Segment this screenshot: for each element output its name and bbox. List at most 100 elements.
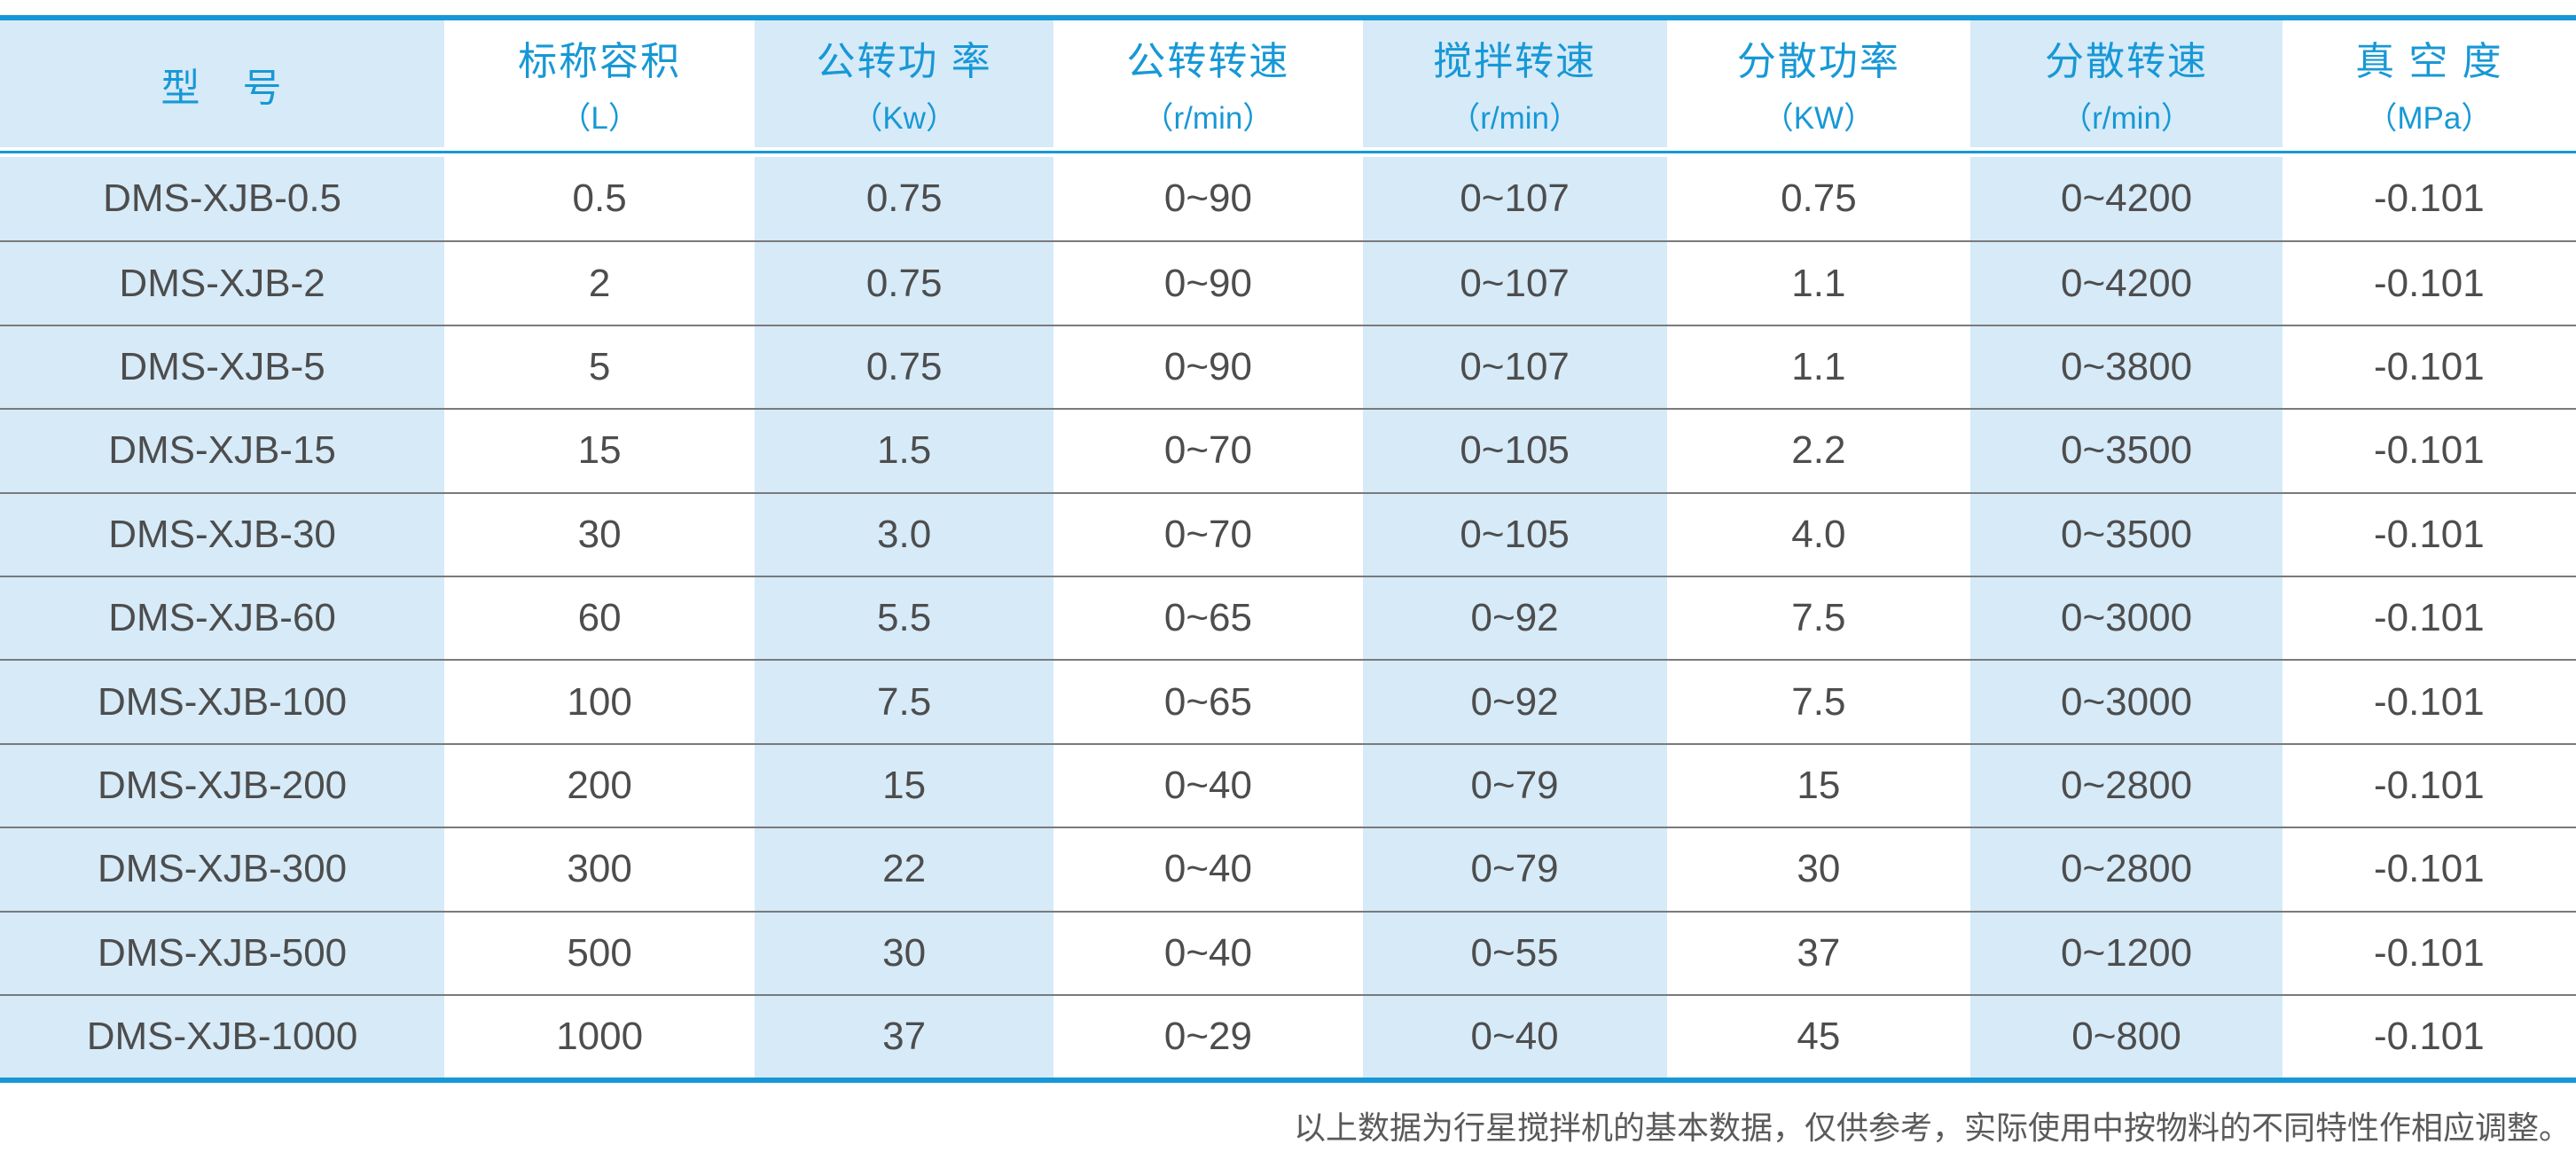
table-cell: 0~79 <box>1362 828 1667 911</box>
table-cell: 0.5 <box>572 176 627 221</box>
table-cell: 1.5 <box>755 410 1054 492</box>
column-header: 真 空 度 （MPa） <box>2282 20 2576 147</box>
table-row: DMS-XJB-15 15 1.5 0~70 0~105 2.2 0~3500 … <box>0 408 2576 492</box>
table-cell: 0~4200 <box>1970 242 2282 325</box>
table-cell: DMS-XJB-1000 <box>0 995 445 1078</box>
table-cell: 4.0 <box>1791 512 1846 556</box>
column-header: 分散转速 （r/min） <box>1970 20 2282 147</box>
table-cell: 0~40 <box>1362 995 1667 1078</box>
column-header: 公转功 率 （Kw） <box>755 20 1054 147</box>
table-cell: DMS-XJB-2 <box>0 242 445 325</box>
column-title: 公转功 率 <box>816 40 992 83</box>
table-cell: 0~1200 <box>1970 912 2282 994</box>
table-cell: 0~105 <box>1362 493 1667 576</box>
column-header: 分散功率 （KW） <box>1667 20 1971 147</box>
column-title: 分散功率 <box>1736 40 1900 83</box>
column-header: 公转转速 （r/min） <box>1053 20 1363 147</box>
table-cell: 15 <box>755 744 1054 827</box>
column-unit: （L） <box>560 101 639 136</box>
table-row: DMS-XJB-1000 1000 37 0~29 0~40 45 0~800 … <box>0 993 2576 1078</box>
table-body: DMS-XJB-0.5 0.5 0.75 0~90 0~107 0.75 0~4… <box>0 157 2576 1078</box>
column-header: 搅拌转速 （r/min） <box>1362 20 1667 147</box>
table-cell: 0~90 <box>1163 344 1252 388</box>
table-cell: 45 <box>1797 1015 1841 1059</box>
table-cell: 22 <box>755 828 1054 911</box>
table-row: DMS-XJB-300 300 22 0~40 0~79 30 0~2800 -… <box>0 827 2576 911</box>
table-cell: 0~4200 <box>1970 157 2282 241</box>
table-cell: 0~2800 <box>1970 744 2282 827</box>
table-row: DMS-XJB-100 100 7.5 0~65 0~92 7.5 0~3000… <box>0 659 2576 743</box>
table-cell: DMS-XJB-15 <box>0 410 445 492</box>
table-cell: DMS-XJB-30 <box>0 493 445 576</box>
table-cell: 0~70 <box>1163 512 1252 556</box>
table-cell: 7.5 <box>1791 679 1846 724</box>
table-cell: 7.5 <box>1791 596 1846 640</box>
table-cell: 2.2 <box>1791 428 1846 473</box>
table-cell: 0~40 <box>1163 847 1252 891</box>
table-cell: 0.75 <box>755 325 1054 409</box>
column-header: 型 号 <box>0 20 445 147</box>
table-cell: 0~40 <box>1163 930 1252 975</box>
table-cell: 5 <box>588 344 611 388</box>
column-unit: （r/min） <box>1449 101 1580 136</box>
table-cell: 0~107 <box>1362 157 1667 241</box>
table-cell: 30 <box>755 912 1054 994</box>
table-cell: DMS-XJB-300 <box>0 828 445 911</box>
footnote: 以上数据为行星搅拌机的基本数据，仅供参考，实际使用中按物料的不同特性作相应调整。 <box>1293 1110 2571 1148</box>
column-unit: （MPa） <box>2366 101 2493 136</box>
table-row: DMS-XJB-0.5 0.5 0.75 0~90 0~107 0.75 0~4… <box>0 157 2576 241</box>
table-cell: 200 <box>567 763 632 807</box>
table-cell: 2 <box>588 261 611 305</box>
table-cell: -0.101 <box>2373 261 2485 305</box>
table-bottom-border <box>0 1078 2576 1084</box>
table-cell: -0.101 <box>2373 176 2485 221</box>
table-cell: 15 <box>1797 763 1841 807</box>
table-cell: 7.5 <box>755 661 1054 743</box>
table-cell: 0~92 <box>1362 576 1667 660</box>
table-cell: 0~70 <box>1163 428 1252 473</box>
table-cell: 0.75 <box>755 242 1054 325</box>
table-cell: -0.101 <box>2373 596 2485 640</box>
table-cell: 0~3800 <box>1970 325 2282 409</box>
column-unit: （r/min） <box>1142 101 1274 136</box>
table-cell: 0~3000 <box>1970 661 2282 743</box>
table-cell: DMS-XJB-5 <box>0 325 445 409</box>
table-cell: 0~3000 <box>1970 576 2282 660</box>
table-cell: 0~90 <box>1163 176 1252 221</box>
table-cell: 300 <box>567 847 632 891</box>
table-cell: -0.101 <box>2373 930 2485 975</box>
table-cell: 0~92 <box>1362 661 1667 743</box>
table-cell: 0~79 <box>1362 744 1667 827</box>
column-unit: （r/min） <box>2061 101 2192 136</box>
table-cell: 0~107 <box>1362 325 1667 409</box>
top-spacer <box>0 0 2576 15</box>
table-cell: DMS-XJB-100 <box>0 661 445 743</box>
table-cell: 0~800 <box>1970 995 2282 1078</box>
table-row: DMS-XJB-30 30 3.0 0~70 0~105 4.0 0~3500 … <box>0 491 2576 576</box>
table-cell: 0.75 <box>755 157 1054 241</box>
table-cell: DMS-XJB-60 <box>0 576 445 660</box>
table-top-border <box>0 15 2576 20</box>
column-title: 分散转速 <box>2045 40 2209 83</box>
table-cell: 1.1 <box>1791 261 1846 305</box>
table-cell: DMS-XJB-500 <box>0 912 445 994</box>
table-header-row: 型 号 标称容积 （L） 公转功 率 （Kw） 公转转速 （r/min） 搅拌转… <box>0 20 2576 147</box>
table-cell: 0~107 <box>1362 242 1667 325</box>
table-cell: 0~90 <box>1163 261 1252 305</box>
table-cell: -0.101 <box>2373 344 2485 388</box>
column-unit: （KW） <box>1762 101 1875 136</box>
table-cell: -0.101 <box>2373 512 2485 556</box>
table-cell: 0~3500 <box>1970 493 2282 576</box>
table-cell: 1.1 <box>1791 344 1846 388</box>
table-cell: 0~2800 <box>1970 828 2282 911</box>
table-cell: 60 <box>577 596 622 640</box>
table-row: DMS-XJB-60 60 5.5 0~65 0~92 7.5 0~3000 -… <box>0 575 2576 660</box>
table-cell: 1000 <box>556 1015 644 1059</box>
table-cell: 30 <box>1797 847 1841 891</box>
table-cell: 0~40 <box>1163 763 1252 807</box>
column-title: 真 空 度 <box>2355 40 2503 83</box>
column-title: 公转转速 <box>1126 40 1290 83</box>
table-cell: 37 <box>1797 930 1841 975</box>
table-cell: 0~29 <box>1163 1015 1252 1059</box>
